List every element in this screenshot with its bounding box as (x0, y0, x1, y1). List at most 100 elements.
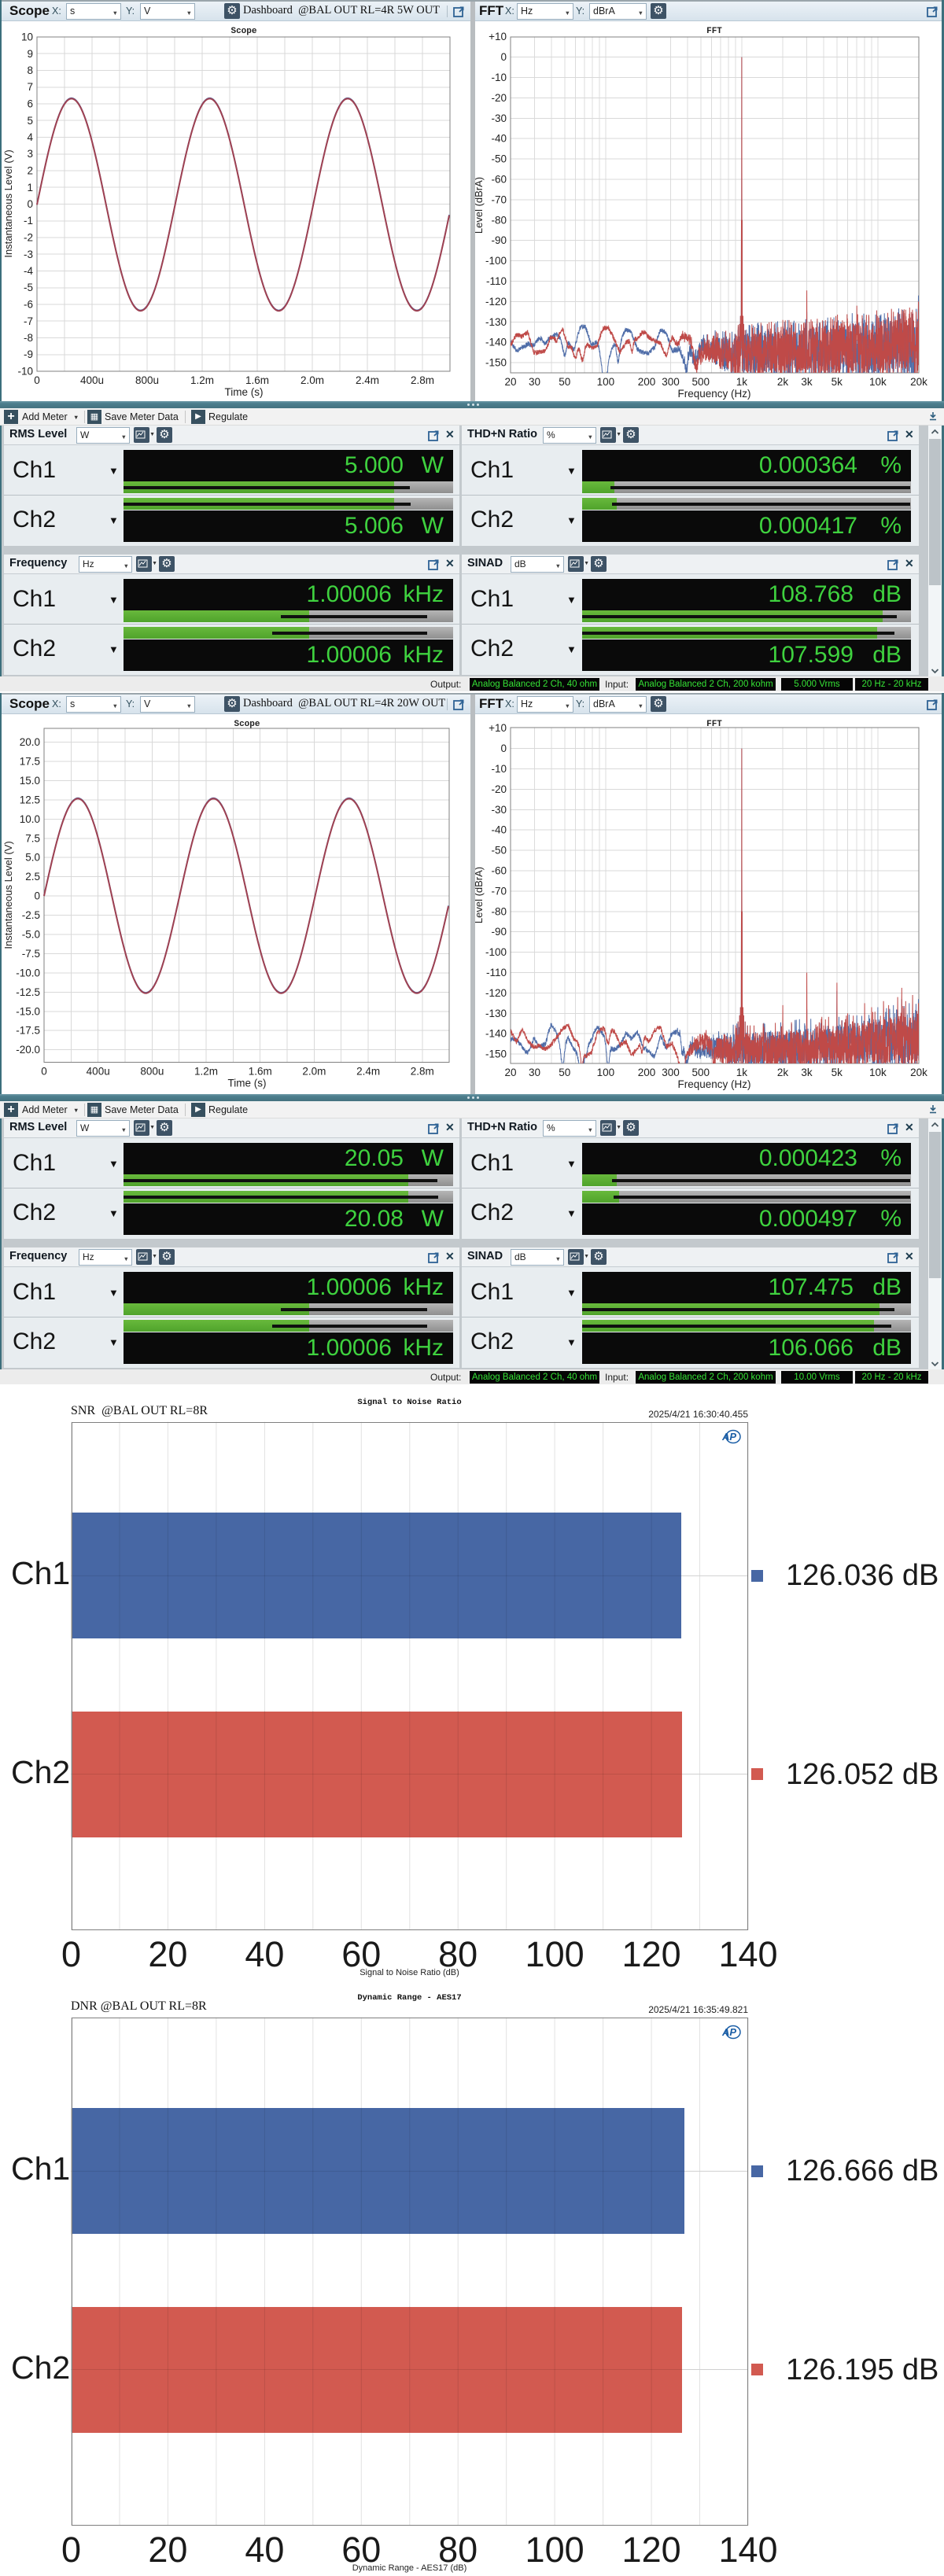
svg-text:5k: 5k (832, 1067, 843, 1078)
svg-text:-90: -90 (491, 234, 507, 246)
svg-text:-60: -60 (491, 174, 507, 186)
svg-text:6: 6 (27, 98, 33, 110)
svg-text:-40: -40 (491, 824, 507, 836)
svg-text:Scope: Scope (230, 27, 256, 36)
svg-text:-7: -7 (24, 315, 33, 327)
svg-text:1k: 1k (736, 1067, 748, 1078)
svg-text:Level (dBrA): Level (dBrA) (475, 177, 485, 234)
svg-text:3k: 3k (801, 376, 813, 388)
svg-text:Frequency (Hz): Frequency (Hz) (677, 388, 750, 400)
svg-text:100: 100 (597, 376, 615, 388)
svg-text:-130: -130 (485, 1008, 507, 1019)
svg-text:-4: -4 (24, 265, 33, 277)
svg-text:2k: 2k (777, 376, 789, 388)
svg-text:-70: -70 (491, 885, 507, 897)
svg-text:FFT: FFT (706, 720, 722, 729)
svg-text:Time (s): Time (s) (225, 386, 264, 398)
svg-text:-7.5: -7.5 (22, 948, 40, 960)
svg-text:300: 300 (662, 1067, 680, 1078)
svg-text:Instantaneous Level (V): Instantaneous Level (V) (2, 149, 14, 257)
svg-text:0: 0 (500, 743, 507, 754)
svg-text:20k: 20k (910, 1067, 927, 1078)
svg-text:2.0m: 2.0m (302, 1066, 326, 1078)
svg-text:300: 300 (662, 376, 680, 388)
svg-text:0: 0 (34, 890, 40, 902)
svg-text:800u: 800u (140, 1066, 164, 1078)
svg-text:3k: 3k (801, 1067, 813, 1078)
svg-text:AP: AP (721, 2026, 736, 2038)
svg-text:400u: 400u (87, 1066, 110, 1078)
svg-text:-2: -2 (24, 232, 33, 244)
svg-text:1.6m: 1.6m (245, 374, 269, 386)
svg-text:Instantaneous Level (V): Instantaneous Level (V) (2, 841, 14, 949)
svg-text:500: 500 (692, 1067, 710, 1078)
svg-text:-10: -10 (17, 366, 33, 378)
svg-text:-17.5: -17.5 (16, 1025, 40, 1037)
svg-text:-50: -50 (491, 153, 507, 165)
svg-text:50: 50 (559, 1067, 570, 1078)
svg-text:17.5: 17.5 (20, 756, 40, 768)
svg-text:-70: -70 (491, 193, 507, 205)
svg-text:-50: -50 (491, 845, 507, 857)
svg-text:10k: 10k (869, 376, 887, 388)
svg-text:2.8m: 2.8m (411, 1066, 434, 1078)
svg-text:10.0: 10.0 (20, 813, 40, 825)
svg-text:-12.5: -12.5 (16, 986, 40, 998)
svg-text:2k: 2k (777, 1067, 789, 1078)
svg-text:0: 0 (34, 374, 40, 386)
svg-text:0: 0 (27, 198, 33, 210)
svg-text:200: 200 (638, 1067, 656, 1078)
svg-text:-5: -5 (24, 282, 33, 293)
svg-text:1: 1 (27, 182, 33, 193)
svg-text:30: 30 (529, 376, 540, 388)
svg-text:4: 4 (27, 131, 33, 143)
svg-text:2: 2 (27, 165, 33, 177)
svg-text:-8: -8 (24, 332, 33, 344)
svg-text:-110: -110 (486, 967, 507, 978)
svg-text:-40: -40 (491, 133, 507, 145)
svg-text:200: 200 (638, 376, 656, 388)
svg-text:10k: 10k (869, 1067, 887, 1078)
svg-text:-80: -80 (491, 905, 507, 917)
svg-text:-10: -10 (491, 763, 507, 775)
svg-text:-130: -130 (485, 316, 507, 328)
svg-text:FFT: FFT (706, 27, 722, 36)
svg-text:2.4m: 2.4m (356, 374, 379, 386)
svg-text:5.0: 5.0 (25, 852, 40, 864)
svg-text:-100: -100 (485, 255, 507, 267)
svg-text:20k: 20k (910, 376, 927, 388)
svg-text:Frequency (Hz): Frequency (Hz) (677, 1078, 750, 1090)
svg-text:+10: +10 (489, 722, 507, 734)
svg-text:5: 5 (27, 115, 33, 127)
svg-text:-10: -10 (491, 72, 507, 83)
svg-text:-80: -80 (491, 214, 507, 226)
svg-text:7.5: 7.5 (25, 832, 40, 844)
svg-text:12.5: 12.5 (20, 794, 40, 805)
svg-text:800u: 800u (135, 374, 159, 386)
svg-text:-100: -100 (485, 946, 507, 958)
svg-text:2.4m: 2.4m (356, 1066, 380, 1078)
svg-text:100: 100 (597, 1067, 615, 1078)
svg-text:-5.0: -5.0 (22, 929, 40, 941)
svg-text:10: 10 (21, 31, 33, 43)
svg-text:Scope: Scope (234, 720, 260, 729)
svg-text:-150: -150 (485, 1048, 507, 1060)
svg-text:400u: 400u (80, 374, 104, 386)
svg-text:-90: -90 (491, 926, 507, 938)
svg-text:-110: -110 (486, 275, 507, 287)
svg-text:-140: -140 (485, 337, 507, 348)
svg-text:1k: 1k (736, 376, 748, 388)
svg-text:-2.5: -2.5 (22, 909, 40, 921)
svg-text:50: 50 (559, 376, 570, 388)
svg-text:-20: -20 (491, 92, 507, 104)
svg-text:0: 0 (500, 51, 507, 63)
svg-text:7: 7 (27, 81, 33, 93)
svg-text:-15.0: -15.0 (16, 1005, 40, 1017)
svg-text:15.0: 15.0 (20, 775, 40, 787)
svg-text:-140: -140 (485, 1028, 507, 1040)
svg-text:-1: -1 (24, 215, 33, 227)
svg-text:Time (s): Time (s) (228, 1078, 267, 1089)
svg-text:3: 3 (27, 148, 33, 160)
svg-text:2.5: 2.5 (25, 871, 40, 883)
svg-text:-30: -30 (491, 804, 507, 816)
